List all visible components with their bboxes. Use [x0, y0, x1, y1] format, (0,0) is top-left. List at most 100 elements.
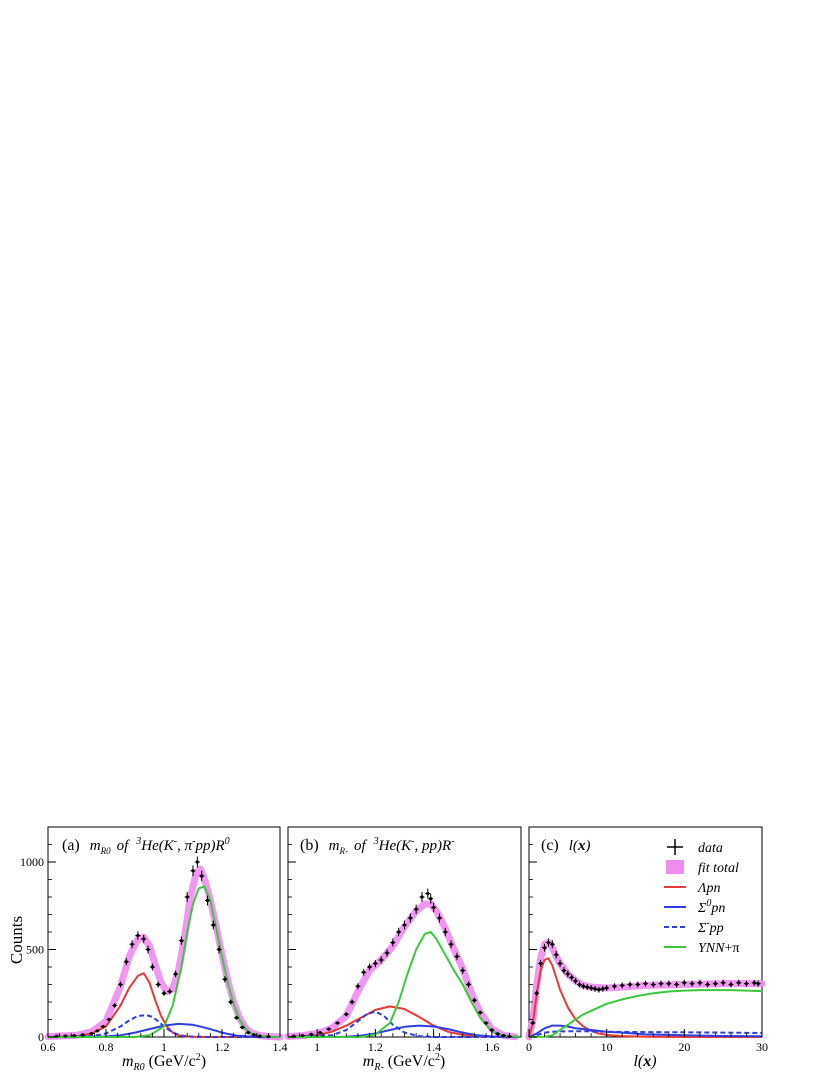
- data-marker: [344, 1012, 348, 1016]
- x-tick-label-a: 0.6: [41, 1040, 56, 1054]
- data-marker: [597, 988, 601, 992]
- data-marker: [546, 940, 551, 945]
- data-marker: [162, 991, 166, 995]
- data-marker: [437, 916, 442, 920]
- data-point-c: [600, 985, 606, 992]
- data-point-a: [149, 963, 155, 971]
- data-point-a: [199, 870, 205, 882]
- data-marker: [335, 1021, 340, 1025]
- data-point-c: [736, 979, 742, 986]
- data-marker: [356, 984, 360, 988]
- data-point-a: [210, 920, 216, 930]
- data-marker: [350, 1000, 354, 1004]
- data-point-a: [100, 1024, 106, 1029]
- data-marker: [385, 951, 389, 955]
- data-marker: [191, 869, 195, 873]
- data-marker: [643, 982, 648, 986]
- data-marker: [574, 979, 578, 983]
- data-point-a: [123, 958, 129, 966]
- x-tick-label-a: 1.4: [273, 1040, 288, 1054]
- data-marker: [484, 1021, 488, 1025]
- y-tick-label-a: 1000: [20, 855, 44, 869]
- data-point-b: [349, 999, 355, 1005]
- data-marker: [200, 874, 204, 878]
- legend-label-data: data: [698, 841, 723, 856]
- data-point-c: [557, 959, 563, 968]
- data-point-c: [576, 981, 582, 988]
- data-point-c: [658, 980, 664, 987]
- y-tick-label-a: 0: [38, 1030, 44, 1044]
- series-ynn-curve-a: [48, 885, 281, 1038]
- data-point-b: [425, 888, 431, 899]
- data-marker: [113, 1003, 117, 1008]
- data-point-c: [619, 982, 625, 989]
- data-point-b: [384, 949, 390, 957]
- series-pn-curve-b: [287, 1005, 522, 1038]
- series-pp-curve-c: [528, 1030, 763, 1038]
- data-point-b: [317, 1031, 323, 1035]
- data-point-b: [361, 968, 367, 976]
- panel-c-plot: 0 10 20 30: [525, 826, 768, 1054]
- x-tick-label-c: 10: [601, 1040, 613, 1054]
- data-marker: [455, 954, 459, 959]
- data-marker: [756, 982, 760, 986]
- data-point-a: [71, 1034, 77, 1038]
- data-point-b: [466, 981, 472, 988]
- data-point-c: [650, 981, 656, 988]
- data-point-c: [712, 980, 718, 987]
- data-marker: [258, 1034, 262, 1038]
- data-marker: [379, 958, 383, 962]
- x-tick-label-c: 20: [678, 1040, 690, 1054]
- data-marker: [185, 895, 189, 899]
- data-point-b: [483, 1021, 489, 1025]
- data-point-c: [697, 979, 703, 986]
- data-marker: [130, 942, 134, 946]
- data-marker: [124, 960, 128, 964]
- data-point-b: [460, 967, 466, 974]
- data-marker: [229, 1000, 233, 1004]
- data-marker: [612, 984, 617, 988]
- x-tick-label-b: 1: [314, 1040, 320, 1054]
- data-point-c: [643, 980, 648, 987]
- panel-a-x-label: mR0 (GeV/c2): [122, 1052, 206, 1073]
- panel-b-label: (b): [300, 837, 319, 854]
- data-point-a: [161, 990, 167, 997]
- data-marker: [426, 891, 430, 896]
- data-marker: [179, 939, 183, 943]
- legend-label-sigma0-pn: Σ0pn: [697, 898, 725, 916]
- data-marker: [636, 982, 640, 987]
- data-point-c: [743, 980, 749, 987]
- data-point-a: [135, 931, 141, 940]
- series-pp-curve-a: [47, 1014, 280, 1038]
- data-marker: [246, 1031, 250, 1035]
- data-marker: [690, 982, 694, 986]
- data-marker: [478, 1010, 482, 1015]
- data-marker: [558, 961, 562, 966]
- data-point-c: [720, 979, 726, 986]
- data-marker: [472, 998, 476, 1002]
- series-fit-total-band-a: [44, 865, 284, 1041]
- data-marker: [107, 1017, 111, 1022]
- data-marker: [408, 916, 412, 920]
- data-marker: [542, 946, 547, 950]
- data-marker: [402, 923, 407, 927]
- data-marker: [318, 1031, 322, 1035]
- data-point-c: [681, 979, 687, 986]
- data-point-b: [428, 893, 434, 904]
- data-point-a: [184, 892, 190, 902]
- data-point-b: [326, 1027, 332, 1031]
- legend-item-fit-total: fit total: [666, 860, 739, 876]
- data-marker: [667, 982, 671, 986]
- panel-b-title: (b) mR- of 3He(K-, pp)R-: [300, 836, 455, 858]
- data-point-c: [530, 1021, 536, 1025]
- data-marker: [142, 937, 146, 941]
- panel-a-label: (a): [62, 837, 80, 854]
- data-point-a: [145, 945, 151, 954]
- data-point-c: [751, 979, 757, 986]
- data-marker: [585, 985, 589, 989]
- data-point-b: [355, 983, 361, 990]
- data-point-c: [584, 984, 590, 991]
- data-point-c: [573, 977, 579, 985]
- data-marker: [550, 942, 554, 946]
